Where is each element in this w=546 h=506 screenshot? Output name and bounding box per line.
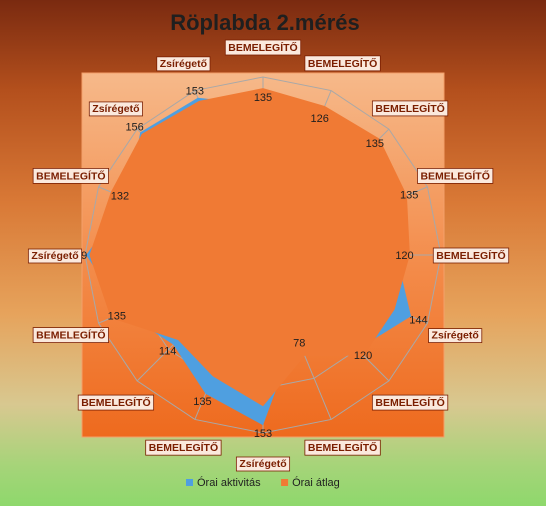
category-label-box xyxy=(371,100,449,117)
legend-label: Órai átlag xyxy=(292,476,340,489)
category-label-box xyxy=(428,328,483,343)
category-label: BEMELEGÍTŐ xyxy=(145,439,222,456)
category-label-box xyxy=(145,439,222,456)
category-label: BEMELEGÍTŐ xyxy=(304,439,381,456)
category-label-text: BEMELEGÍTŐ xyxy=(308,57,377,70)
value-label: 135 xyxy=(193,396,211,408)
category-label-text: Zsírégető xyxy=(432,330,479,342)
category-label-text: BEMELEGÍTŐ xyxy=(149,441,218,454)
category-label-text: Zsírégető xyxy=(31,250,78,262)
category-labels: BEMELEGÍTŐ BEMELEGÍTŐ BEMELEGÍTŐ BEMELEGÍTŐ… xyxy=(27,39,510,472)
value-label: 153 xyxy=(254,428,272,440)
value-label: 156 xyxy=(125,122,143,134)
category-label-box xyxy=(417,168,494,184)
category-label-box xyxy=(224,39,302,56)
value-label: 153 xyxy=(186,85,204,97)
category-label-text: BEMELEGÍTŐ xyxy=(436,249,505,262)
category-label-box xyxy=(156,56,211,72)
category-label: BEMELEGÍTŐ xyxy=(417,168,494,184)
legend-item: Órai átlag xyxy=(281,476,340,489)
category-label: Zsírégető xyxy=(235,456,291,472)
category-label-text: BEMELEGÍTŐ xyxy=(375,396,444,409)
category-label-text: Zsírégető xyxy=(92,103,139,115)
legend-swatch xyxy=(281,479,289,486)
category-label-box xyxy=(32,168,109,184)
value-label: 126 xyxy=(311,113,329,125)
value-label: 132 xyxy=(111,191,129,203)
series-area xyxy=(89,88,410,407)
value-label: 120 xyxy=(354,350,372,362)
category-label-text: BEMELEGÍTŐ xyxy=(228,41,297,54)
category-label-box xyxy=(77,394,155,411)
legend-item: Órai aktivitás xyxy=(186,476,261,489)
value-label: 135 xyxy=(400,189,418,201)
chart-title: Röplabda 2.mérés xyxy=(170,10,360,35)
category-label-box xyxy=(27,248,83,264)
category-label-box xyxy=(88,101,143,117)
category-label-text: BEMELEGÍTŐ xyxy=(36,329,105,342)
category-label: BEMELEGÍTŐ xyxy=(77,394,155,411)
category-label: Zsírégető xyxy=(88,101,143,117)
category-label: BEMELEGÍTŐ xyxy=(304,55,381,72)
value-label: 78 xyxy=(293,338,305,350)
value-label: 120 xyxy=(395,250,413,262)
legend-swatch xyxy=(186,479,193,486)
value-labels: 1351261351351201441207815313511413515913… xyxy=(69,85,428,440)
category-label-text: BEMELEGÍTŐ xyxy=(375,102,444,115)
value-label: 135 xyxy=(366,138,384,150)
category-label: Zsírégető xyxy=(428,328,483,343)
value-label: 135 xyxy=(108,311,126,323)
category-label-text: BEMELEGÍTŐ xyxy=(36,169,105,182)
category-label-text: Zsírégető xyxy=(160,58,207,70)
category-label: Zsírégető xyxy=(156,56,211,72)
value-label: 135 xyxy=(254,92,272,104)
category-label-text: BEMELEGÍTŐ xyxy=(308,441,377,454)
category-label: Zsírégető xyxy=(27,248,83,264)
category-label: BEMELEGÍTŐ xyxy=(371,394,449,411)
category-label-box xyxy=(371,394,449,411)
category-label-box xyxy=(32,327,109,343)
legend-label: Órai aktivitás xyxy=(197,476,261,489)
category-label-text: BEMELEGÍTŐ xyxy=(420,169,489,182)
category-label: BEMELEGÍTŐ xyxy=(371,100,449,117)
category-label-box xyxy=(235,456,291,472)
series-layer xyxy=(86,88,412,426)
category-label-box xyxy=(304,439,381,456)
legend: Órai aktivitás Órai átlag xyxy=(186,476,340,489)
category-label-text: BEMELEGÍTŐ xyxy=(81,396,150,409)
value-label: 114 xyxy=(159,345,177,357)
category-label-text: Zsírégető xyxy=(239,458,286,470)
category-label-box xyxy=(304,55,381,72)
category-label: BEMELEGÍTŐ xyxy=(32,327,109,343)
value-label: 144 xyxy=(409,314,427,326)
category-label-box xyxy=(432,247,510,264)
category-label: BEMELEGÍTŐ xyxy=(432,247,510,264)
category-label: BEMELEGÍTŐ xyxy=(224,39,302,56)
category-label: BEMELEGÍTŐ xyxy=(32,168,109,184)
